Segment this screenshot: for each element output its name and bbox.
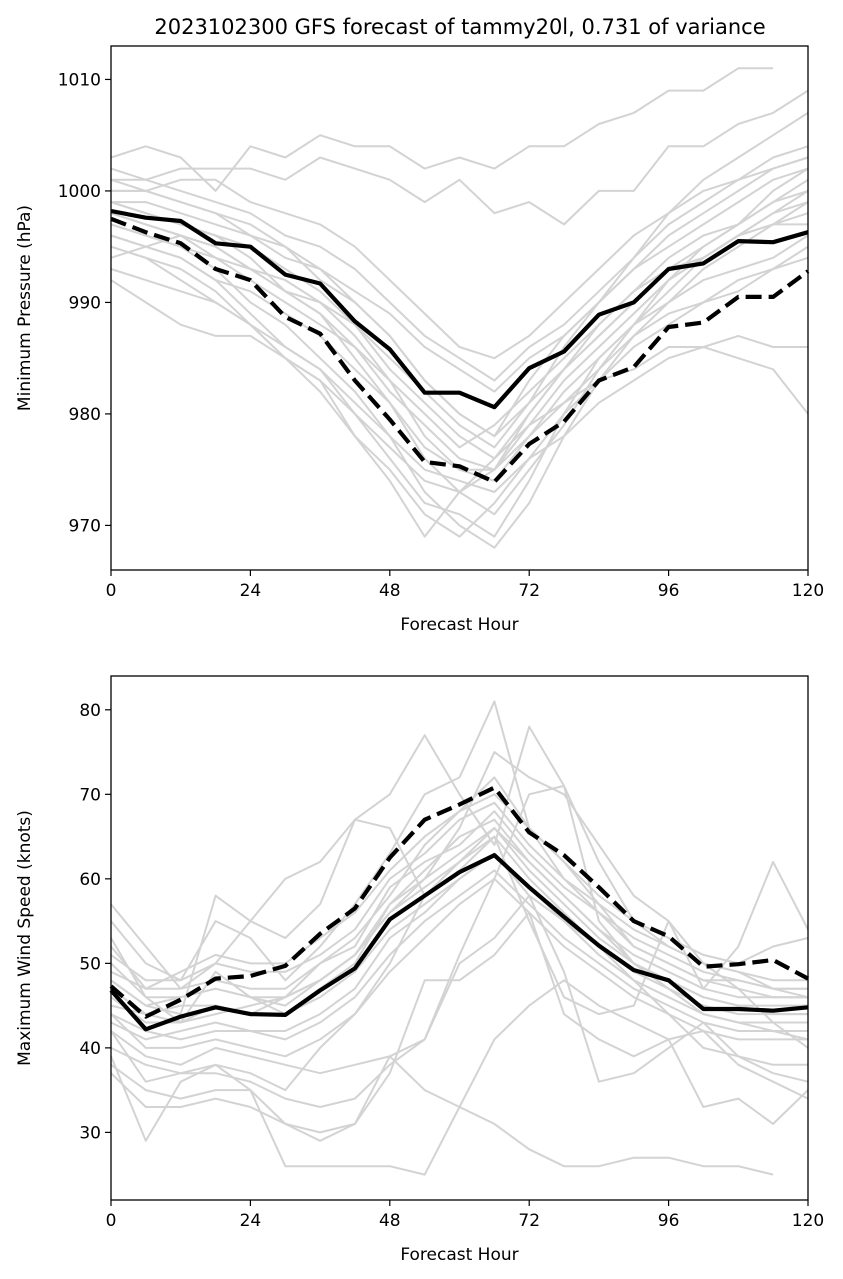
pressure-series-ensemble-21	[110, 189, 809, 460]
pressure-y-tick-label: 990	[69, 293, 101, 313]
pressure-series-ensemble-6	[110, 201, 809, 549]
pressure-x-tick-label: 72	[518, 581, 540, 601]
pressure-series-ensemble-12	[110, 279, 809, 538]
wind-series-ensemble-15	[110, 894, 809, 1108]
wind-x-tick-label: 48	[379, 1211, 401, 1231]
pressure-series-ensemble-9	[110, 178, 809, 449]
wind-x-tick-label: 72	[518, 1211, 540, 1231]
pressure-series-dashed-1	[110, 216, 810, 484]
pressure-series-ensemble-7	[110, 167, 809, 538]
pressure-series-ensemble-15	[110, 212, 809, 449]
pressure-series-ensemble-8	[110, 145, 809, 382]
pressure-y-tick-label: 980	[69, 405, 101, 425]
pressure-x-tick-label: 0	[106, 581, 117, 601]
wind-x-axis-label: Forecast Hour	[400, 1245, 518, 1265]
wind-panel: 0 24 48 72 96 120 30 40 50 60 70 80 Forecast Hour M…	[15, 675, 824, 1265]
pressure-x-tick-label: 96	[658, 581, 680, 601]
wind-y-tick-label: 30	[79, 1123, 101, 1143]
pressure-x-axis-label: Forecast Hour	[400, 615, 518, 635]
pressure-series-ensemble-14	[111, 156, 809, 360]
pressure-y-tick-label: 1000	[58, 182, 101, 202]
pressure-x-tick-label: 48	[379, 581, 401, 601]
wind-series-ensemble-16	[110, 1055, 774, 1176]
pressure-series-group	[110, 67, 810, 549]
pressure-x-tick-label: 24	[240, 581, 262, 601]
pressure-x-tick-label: 120	[792, 581, 824, 601]
wind-y-tick-label: 50	[79, 954, 101, 974]
wind-series-mean-0	[109, 853, 809, 1032]
wind-y-tick-label: 60	[79, 870, 101, 890]
pressure-series-ensemble-18	[110, 156, 809, 438]
wind-series-ensemble-8	[110, 852, 808, 1041]
pressure-series-ensemble-13	[111, 167, 809, 393]
wind-series-ensemble-17	[110, 911, 809, 1142]
wind-series-ensemble-14	[110, 818, 809, 1016]
wind-x-tick-label: 120	[792, 1211, 824, 1231]
pressure-series-ensemble-10	[110, 245, 809, 538]
wind-x-tick-label: 96	[658, 1211, 680, 1231]
wind-series-ensemble-21	[110, 877, 808, 1058]
figure-title: 2023102300 GFS forecast of tammy20l, 0.7…	[154, 15, 765, 39]
pressure-series-mean-0	[110, 208, 809, 410]
pressure-series-ensemble-19	[110, 223, 808, 471]
wind-x-tick-label: 0	[106, 1211, 117, 1231]
pressure-y-tick-label: 970	[69, 516, 101, 536]
wind-series-ensemble-11	[110, 869, 808, 1041]
pressure-series-ensemble-2	[110, 67, 774, 192]
wind-ticks: 0 24 48 72 96 120 30 40 50 60 70 80	[79, 701, 824, 1231]
pressure-panel: 0 24 48 72 96 120 970 980 990 1000 1010 Forecast H…	[15, 45, 824, 635]
pressure-series-ensemble-3	[111, 89, 809, 226]
wind-series-ensemble-19	[110, 835, 808, 1092]
wind-series-group	[109, 700, 809, 1176]
wind-y-tick-label: 40	[79, 1039, 101, 1059]
wind-y-tick-label: 80	[79, 701, 101, 721]
pressure-axes-frame	[110, 45, 809, 571]
wind-y-tick-label: 70	[79, 785, 101, 805]
wind-series-ensemble-22	[110, 827, 808, 1007]
pressure-series-ensemble-20	[110, 234, 809, 493]
wind-y-axis-label: Maximum Wind Speed (knots)	[15, 810, 35, 1066]
pressure-y-axis-label: Minimum Pressure (hPa)	[15, 205, 35, 411]
wind-series-ensemble-20	[110, 793, 809, 990]
pressure-ticks: 0 24 48 72 96 120 970 980 990 1000 1010	[58, 70, 824, 601]
wind-series-ensemble-3	[110, 818, 808, 1016]
wind-series-ensemble-18	[110, 979, 809, 1176]
wind-series-ensemble-9	[110, 827, 808, 1024]
wind-series-ensemble-6	[110, 725, 809, 1041]
wind-axes-frame	[110, 675, 809, 1201]
wind-series-dashed-1	[109, 785, 809, 1019]
pressure-series-ensemble-4	[111, 112, 809, 438]
wind-x-tick-label: 24	[240, 1211, 262, 1231]
pressure-y-tick-label: 1010	[58, 70, 101, 90]
